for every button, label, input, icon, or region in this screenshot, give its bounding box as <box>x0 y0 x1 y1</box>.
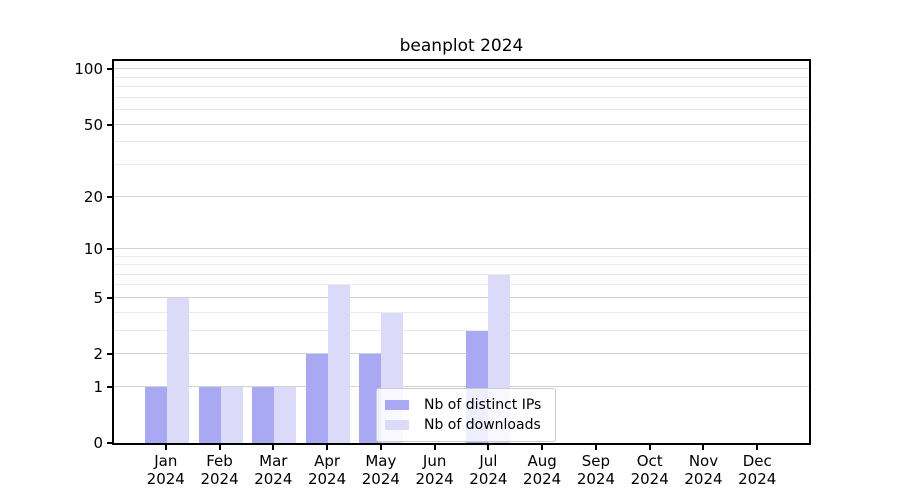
minor-gridline <box>114 255 809 257</box>
bar-apr-distinct-ips <box>305 354 328 443</box>
bar-may-distinct-ips <box>359 354 382 443</box>
x-tick-label: Sep 2024 <box>577 452 615 489</box>
x-tick-year: 2024 <box>307 470 347 489</box>
x-tick-label: Feb 2024 <box>200 452 238 489</box>
x-tick-mark <box>756 445 759 450</box>
x-tick-month: Nov <box>688 452 719 470</box>
x-tick-year: 2024 <box>200 470 239 489</box>
x-tick-month: Jun <box>422 452 447 470</box>
legend: Nb of distinct IPs Nb of downloads <box>376 388 557 442</box>
bar-feb-downloads <box>220 386 243 443</box>
minor-gridline <box>114 96 809 98</box>
x-tick-month: Feb <box>206 452 233 470</box>
y-tick-label: 0 <box>93 434 103 452</box>
minor-gridline <box>114 311 809 313</box>
x-tick-month: Jan <box>154 452 178 470</box>
x-tick-mark <box>702 445 705 450</box>
legend-item-downloads: Nb of downloads <box>385 415 541 435</box>
bars-layer <box>114 61 809 443</box>
minor-gridline <box>114 109 809 111</box>
x-tick-year: 2024 <box>415 470 454 489</box>
bar-apr-downloads <box>327 285 350 443</box>
plot-area: Nb of distinct IPs Nb of downloads <box>112 59 811 445</box>
minor-gridline <box>114 86 809 88</box>
x-tick-mark <box>541 445 544 450</box>
minor-gridline <box>114 164 809 165</box>
x-tick-year: 2024 <box>361 470 400 489</box>
bar-mar-distinct-ips <box>252 386 275 443</box>
minor-gridline <box>114 284 809 286</box>
x-tick-label: Jan 2024 <box>147 452 185 489</box>
x-tick-month: Jul <box>479 452 498 470</box>
gridlines-layer <box>114 61 809 443</box>
x-tick-year: 2024 <box>738 470 777 489</box>
x-tick-mark <box>326 445 329 450</box>
major-gridline <box>114 123 809 125</box>
bar-jan-distinct-ips <box>145 386 168 443</box>
x-tick-label: Oct 2024 <box>631 452 669 489</box>
x-tick-year: 2024 <box>469 470 508 489</box>
x-tick-mark <box>487 445 490 450</box>
x-tick-year: 2024 <box>630 470 669 489</box>
x-tick-year: 2024 <box>684 470 723 489</box>
major-gridline <box>114 296 809 298</box>
y-tick-label: 100 <box>74 60 103 79</box>
y-tick-label: 10 <box>83 239 103 258</box>
bar-feb-distinct-ips <box>198 386 221 443</box>
legend-swatch-distinct-ips <box>385 400 409 410</box>
minor-gridline <box>114 329 809 331</box>
x-tick-label: Apr 2024 <box>308 452 346 489</box>
x-tick-label: Dec 2024 <box>738 452 776 489</box>
minor-gridline <box>114 273 809 275</box>
x-tick-month: Mar <box>259 452 288 470</box>
y-tick-label: 50 <box>83 115 103 134</box>
x-tick-mark <box>594 445 597 450</box>
legend-swatch-downloads <box>385 420 409 430</box>
x-tick-label: Mar 2024 <box>254 452 292 489</box>
x-tick-mark <box>379 445 382 450</box>
x-tick-month: Oct <box>636 452 663 470</box>
x-tick-year: 2024 <box>146 470 185 489</box>
y-tick-label: 2 <box>93 345 103 364</box>
y-tick-label: 20 <box>83 187 103 206</box>
x-tick-month: Apr <box>314 452 341 470</box>
y-tick-label: 1 <box>93 377 103 396</box>
legend-label-downloads: Nb of downloads <box>424 417 541 433</box>
bar-jan-downloads <box>167 297 190 443</box>
x-tick-month: Aug <box>527 452 557 470</box>
x-tick-label: May 2024 <box>362 452 400 489</box>
major-gridline <box>114 247 809 249</box>
x-tick-mark <box>164 445 167 450</box>
chart-title: beanplot 2024 <box>399 36 524 56</box>
legend-label-distinct-ips: Nb of distinct IPs <box>424 397 542 413</box>
x-tick-year: 2024 <box>254 470 293 489</box>
x-tick-mark <box>433 445 436 450</box>
x-tick-month: Dec <box>742 452 772 470</box>
minor-gridline <box>114 264 809 266</box>
major-gridline <box>114 195 809 197</box>
x-tick-mark <box>648 445 651 450</box>
x-tick-mark <box>218 445 221 450</box>
x-tick-year: 2024 <box>576 470 616 489</box>
x-tick-month: Sep <box>581 452 611 470</box>
x-tick-label: Jul 2024 <box>469 452 507 489</box>
minor-gridline <box>114 76 809 78</box>
x-tick-year: 2024 <box>523 470 562 489</box>
y-tick-label: 5 <box>93 288 103 307</box>
bar-mar-downloads <box>274 386 297 443</box>
major-gridline <box>114 68 809 70</box>
x-tick-mark <box>272 445 275 450</box>
x-tick-month: May <box>365 452 397 470</box>
minor-gridline <box>114 141 809 143</box>
major-gridline <box>114 353 809 355</box>
x-tick-label: Aug 2024 <box>523 452 561 489</box>
x-tick-label: Nov 2024 <box>684 452 722 489</box>
major-gridline <box>114 385 809 387</box>
legend-item-distinct-ips: Nb of distinct IPs <box>385 395 541 415</box>
x-tick-label: Jun 2024 <box>416 452 454 489</box>
